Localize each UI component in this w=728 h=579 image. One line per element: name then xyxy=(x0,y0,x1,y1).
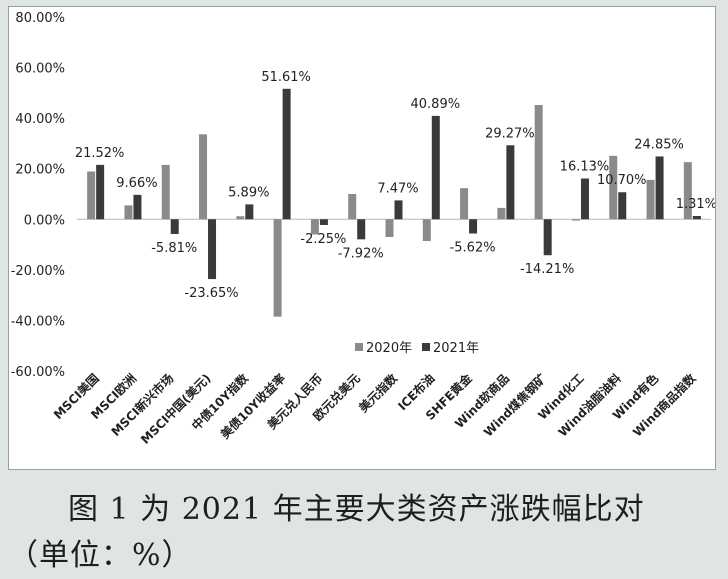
y-tick-label: 80.00% xyxy=(15,11,65,26)
y-tick-label: 20.00% xyxy=(15,163,65,178)
x-tick-label: Wind煤焦钢矿 xyxy=(480,371,549,440)
bar-2020 xyxy=(460,188,469,220)
bar-2021 xyxy=(506,145,515,220)
data-label: 7.47% xyxy=(377,181,418,196)
bar-2020 xyxy=(534,104,543,220)
x-tick-label: Wind商品指数 xyxy=(630,370,700,440)
x-tick-label: 美债10Y收益率 xyxy=(217,371,288,442)
bar-2020 xyxy=(497,207,506,220)
bar-2020 xyxy=(646,179,655,220)
bar-2021 xyxy=(655,156,664,220)
data-label: 24.85% xyxy=(634,137,684,152)
chart-container: 80.00% 60.00% 40.00% 20.00% 0.00% -20.00% -40.… xyxy=(8,6,716,470)
data-label: -2.25% xyxy=(300,232,346,247)
bar-2020 xyxy=(161,164,170,220)
bar-2020 xyxy=(236,216,245,220)
legend-swatch xyxy=(355,343,363,351)
bar-2021 xyxy=(133,194,142,220)
bar-2021 xyxy=(394,200,403,220)
x-tick-label: 美元指数 xyxy=(356,370,401,415)
bar-2021 xyxy=(245,204,254,220)
bar-2020 xyxy=(124,205,133,220)
data-label: 9.66% xyxy=(116,176,157,191)
data-label: -7.92% xyxy=(338,246,384,261)
bar-2021 xyxy=(431,115,440,220)
bar-2020 xyxy=(571,219,580,221)
bar-2020 xyxy=(422,219,431,242)
bar-2021 xyxy=(170,219,179,234)
data-label: 16.13% xyxy=(560,159,610,174)
bar-2021 xyxy=(580,178,589,220)
bar-2020 xyxy=(683,162,692,220)
bar-2021 xyxy=(469,219,478,234)
data-label: 1.31% xyxy=(676,197,715,212)
bar-2020 xyxy=(310,219,319,235)
figure-caption: 图 1 为 2021 年主要大类资产涨跌幅比对 xyxy=(68,492,645,527)
bar-2020 xyxy=(199,134,208,220)
data-label: 5.89% xyxy=(228,185,269,200)
data-label: 21.52% xyxy=(75,146,125,161)
bar-chart: 80.00% 60.00% 40.00% 20.00% 0.00% -20.00% -40.… xyxy=(11,11,715,447)
bar-2021 xyxy=(282,88,291,220)
bar-2021 xyxy=(208,219,217,280)
legend-swatch xyxy=(422,343,430,351)
x-tick-label: MSCI新兴市场 xyxy=(108,371,176,439)
x-tick-label: Wind油脂油料 xyxy=(555,371,624,440)
data-label: 29.27% xyxy=(485,126,535,141)
data-label: -5.62% xyxy=(450,240,496,255)
y-tick-label: 40.00% xyxy=(15,112,65,127)
bar-2021 xyxy=(692,215,701,220)
y-tick-label: -20.00% xyxy=(11,264,65,279)
bar-2021 xyxy=(319,219,328,225)
data-label: 10.70% xyxy=(597,173,647,188)
bar-2020 xyxy=(87,171,96,220)
figure-caption-unit: （单位：%） xyxy=(8,538,193,573)
bar-2021 xyxy=(618,192,627,220)
data-label: 51.61% xyxy=(261,70,311,85)
data-label: 40.89% xyxy=(411,97,461,112)
legend-label: 2020年 xyxy=(366,341,412,356)
y-tick-label: -40.00% xyxy=(11,314,65,329)
bar-2021 xyxy=(543,219,552,256)
y-tick-label: -60.00% xyxy=(11,365,65,380)
bar-2020 xyxy=(385,219,394,237)
bar-2020 xyxy=(348,194,357,220)
data-label: -5.81% xyxy=(151,241,197,256)
x-tick-label: MSCI中国(美元) xyxy=(137,371,213,447)
y-tick-label: 0.00% xyxy=(24,213,65,228)
y-tick-label: 60.00% xyxy=(15,62,65,77)
bar-2021 xyxy=(96,164,105,220)
bar-2020 xyxy=(609,155,618,220)
bar-2021 xyxy=(357,219,366,240)
bar-2020 xyxy=(273,219,282,317)
data-label: -14.21% xyxy=(520,262,574,277)
legend-label: 2021年 xyxy=(433,341,479,356)
data-label: -23.65% xyxy=(184,286,238,301)
